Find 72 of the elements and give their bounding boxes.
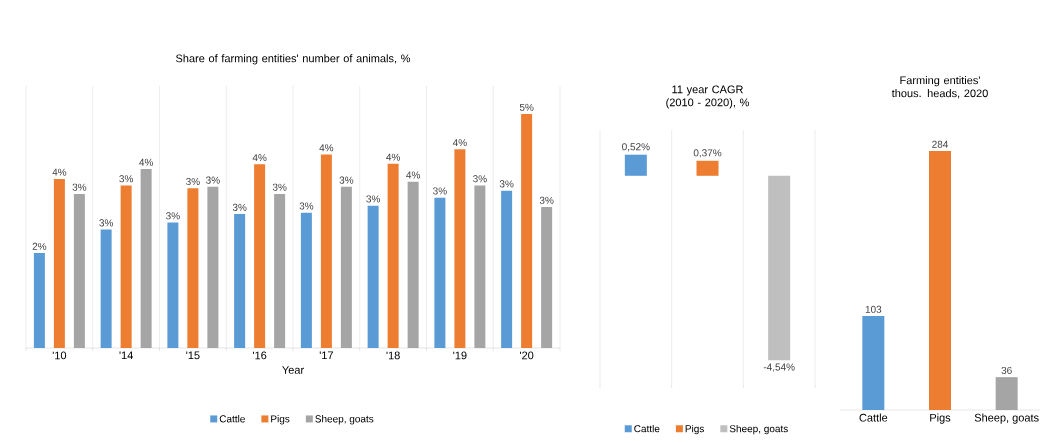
category-label: Pigs [685,424,704,435]
bar [320,154,332,348]
bar [140,169,152,348]
data-label: 4% [386,153,401,161]
x-tick-label: '14 [119,351,133,360]
data-label: 4% [252,154,267,162]
data-label: 3% [473,175,487,183]
data-label: 3% [272,183,287,191]
category-label: Cattle [634,424,660,433]
bar [521,114,533,348]
bar [474,185,486,348]
bar [33,253,45,348]
data-label: 3% [299,202,314,210]
x-axis-title: Year [282,366,304,374]
bar [234,214,246,348]
data-label: 3% [366,195,381,203]
data-label: 103 [865,305,882,313]
data-label: 3% [539,196,554,204]
data-label: 3% [232,203,247,211]
chart-title: 11 year CAGR (2010 - 2020), % [666,85,749,109]
x-tick-label: Cattle [859,413,888,422]
bar [541,207,553,348]
data-label: 36 [1001,366,1012,374]
bar [387,163,399,348]
data-label: 3% [72,183,87,191]
bar [434,197,446,348]
bar [120,185,132,348]
data-label: 284 [932,140,949,148]
data-label: 4% [319,144,334,152]
data-label: 4% [52,168,67,176]
bar [73,193,85,348]
bar [340,186,352,348]
bar [367,205,379,348]
x-tick-label: '19 [453,351,467,360]
category-label: Sheep, goats [729,424,788,435]
data-label: 4% [452,139,467,147]
x-tick-label: '18 [386,351,400,360]
data-label: 3% [119,175,134,183]
x-tick-label: '15 [186,351,200,360]
x-tick-label: Pigs [930,413,951,424]
data-label: 3% [206,176,220,184]
bar [207,186,219,348]
data-label: 3% [433,187,447,195]
x-tick-label: '10 [52,351,67,360]
bar [300,212,312,348]
data-label: 2% [32,242,47,250]
bar [274,193,286,348]
data-label: 0,52% [622,143,650,152]
x-tick-label: Sheep, goats [974,413,1039,424]
data-label: 3% [499,180,514,188]
bar [454,149,466,348]
data-label: 3% [339,176,354,184]
data-label: 3% [166,212,180,220]
bar [53,178,65,348]
data-label: 4% [406,171,421,179]
data-label: 5% [519,103,534,111]
bar [187,188,199,348]
x-tick-label: '17 [319,351,333,360]
bar [254,164,266,348]
data-label: 3% [186,178,200,186]
data-label: -4,54% [763,363,795,372]
chart-title: Share of farming entities' number of animals, % [175,54,411,65]
data-label: 0,37% [693,149,722,158]
bar [501,190,513,348]
bar [167,222,179,348]
x-tick-label: '16 [253,351,267,360]
data-label: 4% [139,158,154,166]
x-tick-label: '20 [520,351,534,360]
data-label: 3% [99,219,114,227]
chart-title: Farming entities' thous. heads, 2020 [891,76,988,99]
bar [407,181,419,348]
bar [100,229,112,348]
